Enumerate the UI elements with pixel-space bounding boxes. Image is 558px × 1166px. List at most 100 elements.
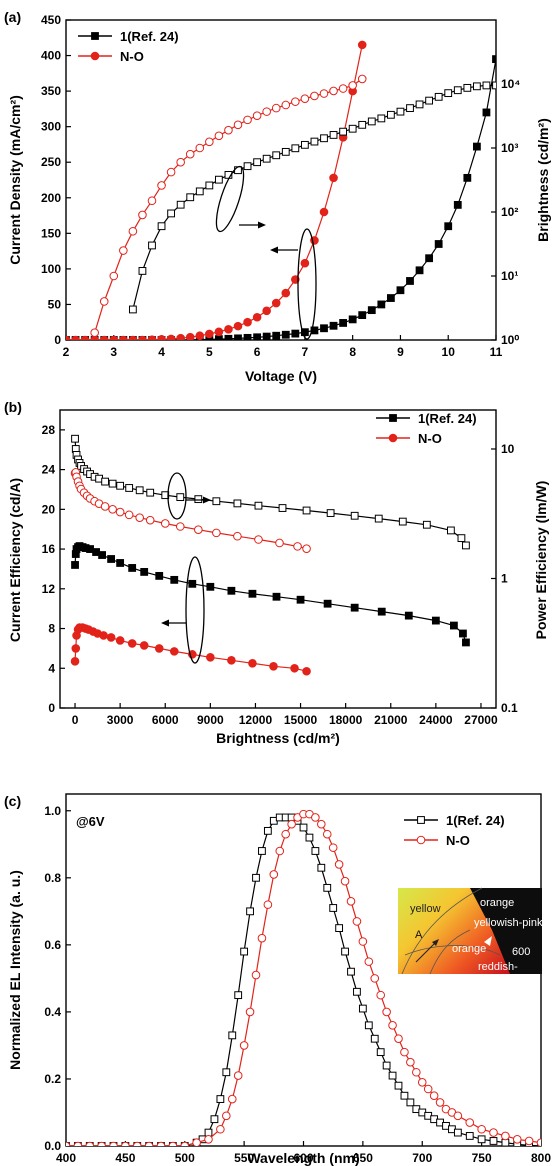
data-point bbox=[71, 335, 80, 340]
data-point bbox=[422, 520, 431, 529]
y-tick-label: 0.8 bbox=[44, 871, 61, 885]
data-point bbox=[370, 974, 380, 983]
y-right-axis-label: Power Efficiency (lm/W) bbox=[533, 481, 549, 640]
data-point bbox=[233, 499, 242, 508]
y-axis-label: Current Efficiency (cd/A) bbox=[7, 478, 23, 642]
x-tick-label: 7 bbox=[302, 345, 309, 359]
series-1 bbox=[66, 813, 541, 1146]
data-point bbox=[109, 1141, 118, 1146]
data-point bbox=[319, 89, 329, 98]
y-tick-label: 200 bbox=[41, 191, 61, 205]
data-point bbox=[135, 486, 144, 495]
y-right-tick-label: 10 bbox=[501, 442, 515, 456]
data-point bbox=[251, 970, 261, 980]
data-point bbox=[472, 82, 481, 91]
data-point bbox=[482, 81, 491, 90]
data-point bbox=[459, 629, 467, 638]
data-point bbox=[536, 1138, 541, 1146]
data-point bbox=[453, 1111, 463, 1121]
data-point bbox=[335, 924, 344, 932]
data-point bbox=[492, 81, 496, 90]
data-point bbox=[107, 555, 116, 563]
data-point bbox=[116, 559, 125, 567]
cie-arrow bbox=[415, 941, 437, 963]
data-point bbox=[299, 823, 308, 832]
data-point bbox=[296, 595, 305, 604]
data-point bbox=[204, 1128, 213, 1137]
series-line bbox=[66, 44, 363, 340]
data-point bbox=[431, 616, 440, 625]
data-point bbox=[465, 1118, 475, 1127]
data-point bbox=[310, 137, 319, 146]
data-point bbox=[99, 631, 108, 640]
legend: 1(Ref. 24) N-O bbox=[78, 29, 179, 64]
data-point bbox=[323, 883, 332, 892]
x-tick-label: 800 bbox=[531, 1151, 551, 1165]
data-point bbox=[425, 254, 434, 263]
annotation-ellipse bbox=[167, 472, 187, 520]
data-point bbox=[386, 110, 395, 119]
y-axis-label: Current Density (mA/cm²) bbox=[7, 95, 23, 265]
data-point bbox=[101, 477, 110, 486]
data-point bbox=[90, 328, 99, 338]
data-point bbox=[501, 1131, 510, 1141]
data-point bbox=[155, 571, 164, 580]
data-point bbox=[406, 104, 414, 113]
data-point bbox=[412, 1067, 421, 1077]
cie-point-marker bbox=[484, 936, 492, 946]
data-point bbox=[457, 534, 466, 543]
data-point bbox=[185, 332, 195, 340]
x-tick-label: 3 bbox=[110, 345, 117, 359]
data-point bbox=[272, 151, 281, 160]
data-point bbox=[329, 131, 338, 139]
y-right-tick-label: 10¹ bbox=[501, 269, 518, 283]
data-point bbox=[400, 1091, 409, 1100]
x-tick-label: 6 bbox=[254, 345, 261, 359]
data-point bbox=[106, 633, 116, 642]
cie-boundary-line bbox=[429, 929, 471, 975]
data-point bbox=[281, 288, 291, 298]
cie-inset-label: yellowish-pink bbox=[474, 917, 543, 929]
x-tick-label: 9 bbox=[397, 345, 404, 359]
x-tick-label: 2 bbox=[63, 345, 70, 359]
x-tick-label: 550 bbox=[234, 1151, 254, 1165]
data-point bbox=[169, 647, 179, 656]
annotation-label: @6V bbox=[76, 814, 105, 829]
data-point bbox=[423, 1084, 433, 1094]
data-point bbox=[290, 663, 299, 673]
data-point bbox=[386, 294, 395, 302]
cie-inset-label: 600 bbox=[512, 946, 530, 958]
data-point bbox=[404, 611, 413, 620]
legend-marker bbox=[388, 433, 398, 443]
data-point bbox=[367, 117, 376, 126]
data-point bbox=[281, 147, 290, 156]
data-point bbox=[370, 1034, 379, 1043]
data-point bbox=[71, 434, 79, 443]
x-tick-label: 500 bbox=[175, 1151, 195, 1165]
legend-marker bbox=[90, 51, 100, 61]
y-tick-label: 20 bbox=[42, 502, 56, 516]
cie-boundary-line bbox=[404, 945, 501, 956]
y-tick-label: 0 bbox=[54, 333, 61, 347]
data-point bbox=[287, 819, 296, 829]
data-point bbox=[234, 166, 242, 175]
data-point bbox=[166, 334, 176, 340]
data-point bbox=[90, 335, 99, 340]
data-point bbox=[139, 641, 149, 650]
data-point bbox=[115, 636, 125, 645]
cie-inset-label: yellow bbox=[410, 903, 441, 915]
legend-label: 1(Ref. 24) bbox=[446, 813, 505, 828]
data-point bbox=[109, 335, 119, 340]
series-2 bbox=[66, 40, 367, 340]
data-point bbox=[374, 514, 383, 523]
data-point bbox=[492, 55, 496, 64]
data-point bbox=[108, 479, 117, 488]
y-tick-label: 12 bbox=[42, 582, 56, 596]
y-tick-label: 250 bbox=[41, 155, 61, 169]
data-point bbox=[305, 833, 314, 842]
data-point bbox=[329, 321, 338, 330]
legend: 1(Ref. 24) N-O bbox=[376, 411, 477, 446]
x-tick-label: 9000 bbox=[197, 713, 224, 727]
legend-label: 1(Ref. 24) bbox=[120, 29, 179, 44]
data-point bbox=[243, 317, 252, 327]
